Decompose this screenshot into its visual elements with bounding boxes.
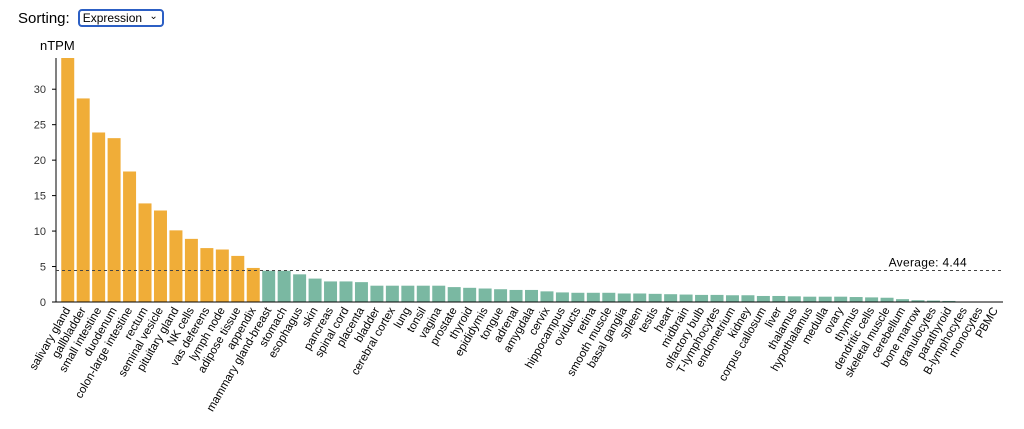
y-tick-label: 25	[34, 120, 46, 132]
bar-skin[interactable]	[308, 278, 322, 302]
bar-amygdala[interactable]	[525, 289, 538, 302]
bar-epididymis[interactable]	[478, 288, 492, 302]
y-axis: 0 5 10 15 20 25 30	[34, 58, 57, 309]
bar-hypothalamus[interactable]	[803, 296, 817, 302]
bar-testis[interactable]	[648, 293, 662, 302]
bar-prostate[interactable]	[447, 287, 461, 302]
bar-cerebral-cortex[interactable]	[385, 285, 399, 302]
bar-spinal-cord[interactable]	[339, 281, 353, 302]
bar-esophagus[interactable]	[293, 274, 307, 302]
y-tick-label: 5	[40, 262, 46, 274]
y-axis-label: nTPM	[40, 38, 75, 53]
sorting-label: Sorting:	[18, 9, 70, 27]
bar-liver[interactable]	[772, 295, 786, 302]
y-tick-label: 15	[34, 191, 46, 203]
bar-bladder[interactable]	[370, 285, 384, 302]
chevron-down-icon: ⌄	[149, 11, 158, 22]
bar-hippocampus[interactable]	[555, 292, 569, 302]
y-tick-label: 10	[34, 226, 46, 238]
y-tick-label: 30	[34, 84, 46, 96]
bar-placenta[interactable]	[354, 282, 368, 302]
bar-duodenum[interactable]	[107, 138, 121, 302]
bar-kidney[interactable]	[741, 295, 755, 302]
bar-rectum[interactable]	[138, 203, 152, 302]
bar-spleen[interactable]	[633, 293, 647, 302]
bar-lymph-node[interactable]	[215, 249, 229, 302]
bar-adrenal[interactable]	[509, 289, 523, 302]
bar-lung[interactable]	[401, 285, 415, 302]
y-tick-label: 0	[40, 297, 46, 309]
bar-granulocytes[interactable]	[926, 300, 940, 302]
bar-cervix[interactable]	[540, 291, 554, 302]
bar-tonsil[interactable]	[416, 285, 430, 302]
bar-pituitary-gland[interactable]	[169, 230, 183, 302]
bar-thalamus[interactable]	[787, 296, 801, 302]
bar-oviducts[interactable]	[571, 292, 585, 302]
bars	[61, 58, 1002, 303]
bar-medulla[interactable]	[818, 296, 832, 302]
bar-pancreas[interactable]	[324, 281, 338, 302]
y-ticks: 0 5 10 15 20 25 30	[34, 84, 56, 309]
sorting-control: Sorting: Expression ⌄	[18, 9, 164, 27]
bar-seminal-vesicle[interactable]	[153, 210, 167, 303]
bar-appendix[interactable]	[246, 267, 260, 302]
bar-adipose-tissue[interactable]	[231, 255, 245, 302]
bar-vas-deferens[interactable]	[200, 248, 214, 302]
bar-smooth-muscle[interactable]	[602, 292, 616, 302]
bar-thymus[interactable]	[849, 297, 863, 302]
bar-skeletal-muscle[interactable]	[880, 297, 894, 302]
sorting-select[interactable]: Expression ⌄	[77, 9, 164, 27]
bar-midbrain[interactable]	[679, 294, 693, 302]
bar-dendritic-cells[interactable]	[865, 297, 879, 302]
y-tick-label: 20	[34, 155, 46, 167]
bar-parathyroid[interactable]	[942, 300, 956, 302]
bar-endometrium[interactable]	[725, 295, 739, 302]
sorting-select-value: Expression	[82, 11, 143, 25]
bar-ovary[interactable]	[834, 296, 848, 302]
bar-small-intestine[interactable]	[92, 132, 106, 302]
bar-olfactory-bulb[interactable]	[695, 294, 709, 302]
bar-vagina[interactable]	[432, 285, 446, 302]
bar-corpus-callosum[interactable]	[756, 295, 770, 302]
bar-bone-marrow[interactable]	[911, 300, 925, 302]
bar-salivary-gland[interactable]	[61, 58, 75, 302]
bar-tongue[interactable]	[494, 289, 508, 302]
average-label: Average: 4.44	[889, 256, 967, 270]
bar-stomach[interactable]	[277, 270, 291, 302]
bar-colon-large-intestine[interactable]	[123, 171, 137, 302]
bar-thyroid[interactable]	[463, 287, 477, 302]
bar-mammary-gland-breast[interactable]	[262, 270, 276, 302]
bar-gallbladder[interactable]	[76, 98, 90, 303]
bar-nk-cells[interactable]	[184, 238, 198, 302]
bar-basal-ganglia[interactable]	[617, 293, 631, 302]
bar-heart[interactable]	[664, 294, 678, 302]
bar-retina[interactable]	[586, 292, 600, 302]
bar-cerebellum[interactable]	[896, 299, 910, 302]
bar-t-lymphocytes[interactable]	[710, 294, 724, 302]
